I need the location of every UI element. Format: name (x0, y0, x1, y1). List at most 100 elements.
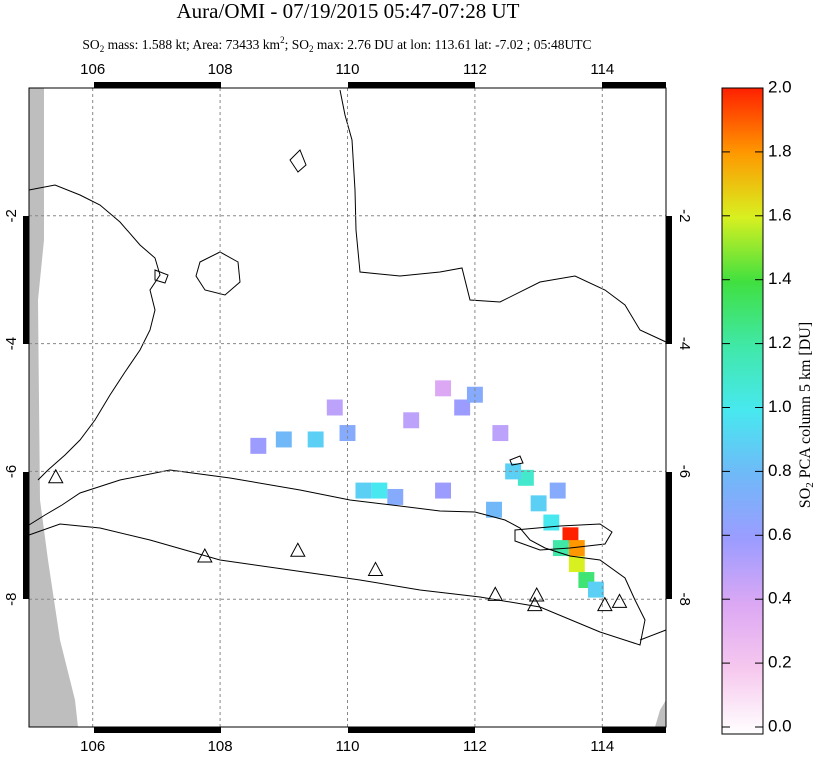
subtitle-part: ; SO (285, 37, 310, 52)
volcanoes (47, 468, 628, 612)
colorbar-tick-label: 0.4 (768, 589, 792, 608)
coastline (339, 89, 667, 343)
coastlines (28, 89, 667, 646)
colorbar-tick-label: 1.4 (768, 269, 792, 288)
x-tick-label-bottom: 112 (463, 738, 487, 755)
frame-bar (602, 727, 666, 733)
colorbar: SO2 PCA column 5 km [DU] 0.0 0.2 0.4 0.6 0.8… (721, 77, 816, 735)
coastline (28, 184, 161, 481)
colorbar-tick-label: 1.0 (768, 397, 792, 416)
subtitle-part: mass: 1.588 kt; Area: 73433 km (104, 37, 280, 52)
frame-bar (94, 82, 221, 88)
y-tick-label-right: -4 (676, 337, 693, 350)
plume-cell (371, 482, 388, 499)
x-tick-label-bottom: 114 (590, 738, 614, 755)
plume-cell (549, 482, 566, 499)
colorbar-tick-label: 0.8 (768, 461, 792, 480)
colorbar-tick-label: 1.8 (768, 141, 792, 160)
subtitle-part: max: 2.76 DU at lon: 113.61 lat: -7.02 ;… (313, 37, 591, 52)
subtitle-part: 2 (100, 44, 105, 54)
frame-bar (666, 216, 672, 344)
coastline (514, 523, 613, 551)
coastline (639, 629, 667, 641)
plume-cell (562, 527, 579, 544)
x-tick-label-top: 110 (336, 61, 360, 78)
frame-bar (23, 472, 29, 599)
subtitle-part: 2 (280, 35, 285, 45)
frame-bar (602, 82, 666, 88)
colorbar-tick-label: 2.0 (768, 77, 792, 96)
y-tick-label-right: -6 (676, 465, 693, 478)
frame-bar (94, 727, 221, 733)
plume-cell (250, 437, 267, 454)
plume-cell (587, 581, 604, 598)
frame-bars (23, 82, 672, 733)
x-tick-label-top: 114 (590, 61, 614, 78)
volcano-marker (597, 596, 613, 612)
subtitle-part: 2 (309, 44, 314, 54)
colorbar-label-part: PCA column 5 km [DU] (797, 322, 814, 482)
x-tick-label-top: 112 (463, 61, 487, 78)
plume-cell (339, 425, 356, 442)
y-tick-label-right: -8 (676, 593, 693, 606)
x-tick-label-bottom: 108 (208, 738, 233, 755)
colorbar-label: SO2 PCA column 5 km [DU] (797, 322, 816, 508)
colorbar-tick-label: 0.6 (768, 525, 792, 544)
plume (250, 380, 604, 598)
colorbar-tick-label: 1.6 (768, 205, 792, 224)
volcano-marker (526, 596, 543, 612)
y-tick-label-right: -2 (676, 209, 693, 222)
plume-cell (543, 514, 560, 531)
x-tick-label-top: 108 (208, 61, 233, 78)
plume-cell (355, 482, 372, 499)
subtitle: SO2 mass: 1.588 kt; Area: 73433 km2; SO2… (82, 35, 591, 54)
plume-cell (403, 412, 420, 429)
map: 106 106 108 108 110 110 112 112 114 114 -2 -2 -4 -4 -6… (3, 61, 693, 755)
map-frame (28, 87, 667, 728)
subtitle-part: SO (82, 37, 100, 52)
y-tick-label-left: -2 (3, 209, 20, 222)
volcano-marker (196, 547, 213, 563)
x-tick-label-bottom: 106 (80, 738, 105, 755)
plume-cell (492, 425, 509, 442)
plume-cell (505, 463, 522, 480)
coastline (289, 149, 307, 173)
axis-labels: 106 106 108 108 110 110 112 112 114 114 -2 -2 -4 -4 -6… (3, 61, 693, 755)
gridlines (29, 88, 666, 727)
colorbar-tick-label: 0.0 (768, 716, 792, 735)
plume-cell (435, 482, 452, 499)
y-tick-label-left: -6 (3, 465, 20, 478)
colorbar-ramp (721, 87, 764, 735)
colorbar-label-part: SO (797, 488, 814, 508)
x-tick-label-bottom: 110 (336, 738, 360, 755)
volcano-marker (611, 593, 628, 608)
plume-cell (307, 431, 324, 448)
plume-cell (435, 380, 452, 397)
colorbar-tick-label: 0.2 (768, 653, 792, 672)
plume-cell (275, 431, 292, 448)
plume-cell (568, 556, 585, 573)
volcano-marker (367, 561, 384, 576)
coastline (154, 269, 169, 284)
frame-bar (666, 472, 672, 599)
volcano-marker (47, 468, 64, 484)
plume-cell (568, 540, 585, 557)
volcano-marker (487, 586, 504, 601)
plume-cell (486, 501, 502, 518)
y-tick-label-left: -4 (3, 337, 20, 350)
plume-cell (530, 495, 547, 512)
x-tick-label-top: 106 (80, 61, 105, 78)
chart-title: Aura/OMI - 07/19/2015 05:47-07:28 UT (177, 0, 520, 23)
coastline (195, 251, 241, 296)
no-data-region (29, 88, 78, 727)
coastline (28, 469, 646, 646)
frame-bar (23, 216, 29, 344)
colorbar-label-part: 2 (804, 482, 816, 488)
y-tick-label-left: -8 (3, 593, 20, 606)
plume-cell (326, 399, 343, 416)
plume-cell (387, 488, 404, 505)
plume-cell (517, 469, 534, 486)
volcano-marker (289, 542, 306, 557)
